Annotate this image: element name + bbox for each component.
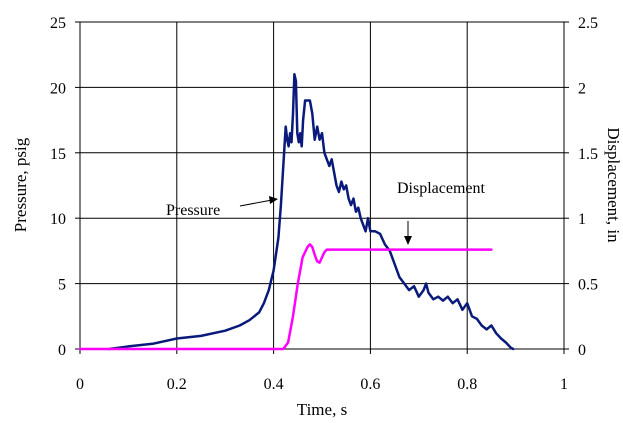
displacement-series-line bbox=[78, 243, 493, 351]
right-y-tick-label: 2 bbox=[578, 80, 586, 97]
x-tick-label: 0.2 bbox=[167, 376, 187, 393]
pressure-arrowhead bbox=[269, 196, 278, 204]
right-y-tick-label: 0 bbox=[578, 342, 586, 359]
right-y-axis-label: Displacement, in bbox=[604, 127, 623, 243]
right-y-tick-label: 2.5 bbox=[578, 15, 598, 32]
x-tick-label: 1 bbox=[560, 376, 568, 393]
x-tick-label: 0.4 bbox=[264, 376, 284, 393]
x-tick-label: 0 bbox=[76, 376, 84, 393]
right-y-tick-label: 0.5 bbox=[578, 277, 598, 294]
left-y-tick-label: 10 bbox=[50, 211, 66, 228]
pressure-series-line bbox=[107, 73, 515, 351]
series-group bbox=[78, 73, 515, 351]
right-y-tick-label: 1 bbox=[578, 211, 586, 228]
x-tick-label: 0.8 bbox=[457, 376, 477, 393]
right-y-tick-label: 1.5 bbox=[578, 146, 598, 163]
x-tick-label: 0.6 bbox=[360, 376, 380, 393]
left-y-axis-ticks: 0 5 10 15 20 25 bbox=[50, 15, 80, 359]
x-axis-label: Time, s bbox=[297, 400, 347, 419]
x-axis-ticks: 0 0.2 0.4 0.6 0.8 1 bbox=[76, 349, 568, 393]
pressure-annotation: Pressure bbox=[166, 202, 220, 219]
displacement-arrowhead bbox=[404, 236, 412, 245]
left-y-axis-label: Pressure, psig bbox=[11, 137, 30, 232]
left-y-tick-label: 15 bbox=[50, 146, 66, 163]
left-y-tick-label: 20 bbox=[50, 80, 66, 97]
grid bbox=[80, 22, 564, 349]
left-y-tick-label: 25 bbox=[50, 15, 66, 32]
displacement-annotation: Displacement bbox=[397, 180, 486, 197]
right-y-axis-ticks: 0 0.5 1 1.5 2 2.5 bbox=[564, 15, 598, 359]
pressure-arrow-line bbox=[239, 199, 273, 207]
left-y-tick-label: 5 bbox=[58, 277, 66, 294]
plot-area-border bbox=[79, 21, 565, 350]
left-y-tick-label: 0 bbox=[58, 342, 66, 359]
